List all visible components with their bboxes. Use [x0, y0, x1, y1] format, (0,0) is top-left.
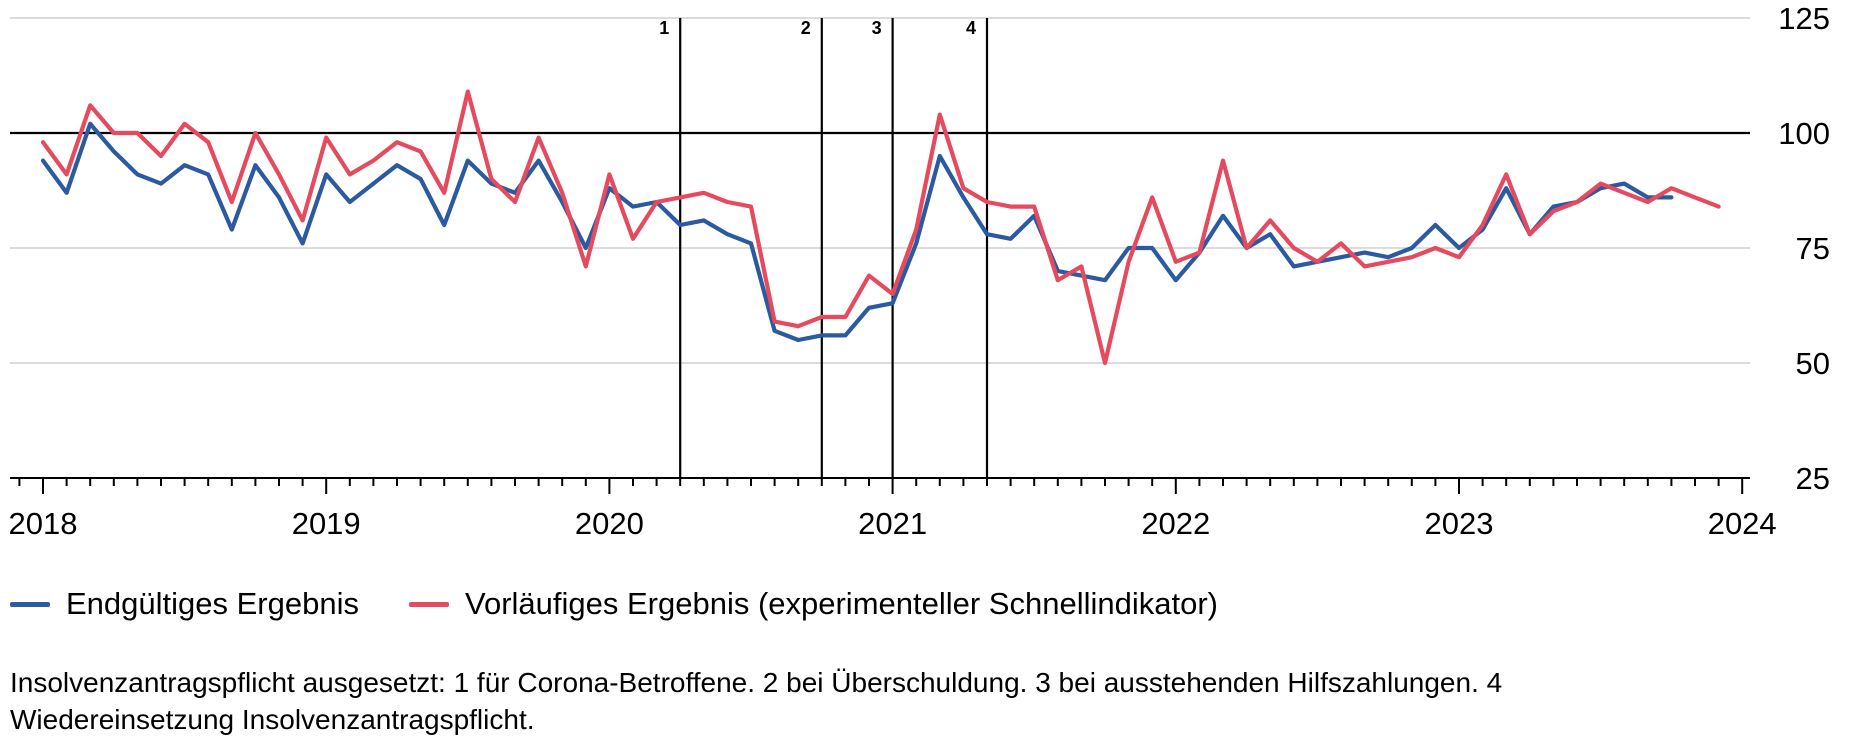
- event-markers: 1 2 3 4: [659, 18, 989, 478]
- legend-swatch-preliminary: [408, 601, 449, 607]
- event-marker-label-1: 1: [659, 18, 669, 38]
- x-tick-label-2020: 2020: [575, 506, 644, 541]
- legend-item-final: Endgültiges Ergebnis: [10, 586, 359, 622]
- x-tick-label-2022: 2022: [1141, 506, 1210, 541]
- y-tick-label-125: 125: [1778, 1, 1830, 36]
- y-tick-label-25: 25: [1796, 461, 1830, 496]
- event-marker-label-2: 2: [801, 18, 811, 38]
- line-chart: 1 2 3 4 2018 2019 2020 2021 2022 2023 2024 25 50 75…: [9, 1, 1830, 541]
- event-marker-label-4: 4: [966, 18, 976, 38]
- gridlines: [10, 17, 1750, 364]
- legend-swatch-final: [10, 601, 50, 607]
- x-axis: 2018 2019 2020 2021 2022 2023 2024: [9, 477, 1777, 541]
- y-tick-label-75: 75: [1796, 231, 1830, 266]
- x-tick-label-2018: 2018: [9, 506, 78, 541]
- y-tick-label-50: 50: [1796, 346, 1830, 381]
- legend: Endgültiges Ergebnis Vorläufiges Ergebni…: [10, 586, 1268, 622]
- y-axis: 25 50 75 100 125: [1778, 1, 1830, 496]
- footnote: Insolvenzantragspflicht ausgesetzt: 1 fü…: [10, 667, 1503, 735]
- legend-label-preliminary: Vorläufiges Ergebnis (experimenteller Sc…: [464, 586, 1218, 621]
- legend-item-preliminary: Vorläufiges Ergebnis (experimenteller Sc…: [408, 586, 1218, 622]
- event-marker-label-3: 3: [872, 18, 882, 38]
- y-tick-label-100: 100: [1778, 116, 1830, 151]
- series-line-preliminary: [40, 89, 1721, 366]
- legend-label-final: Endgültiges Ergebnis: [66, 586, 359, 621]
- x-tick-label-2024: 2024: [1708, 506, 1777, 541]
- series-lines: [40, 89, 1721, 366]
- series-line-final: [40, 121, 1674, 343]
- x-tick-label-2023: 2023: [1425, 506, 1494, 541]
- x-tick-label-2019: 2019: [292, 506, 361, 541]
- x-tick-label-2021: 2021: [858, 506, 927, 541]
